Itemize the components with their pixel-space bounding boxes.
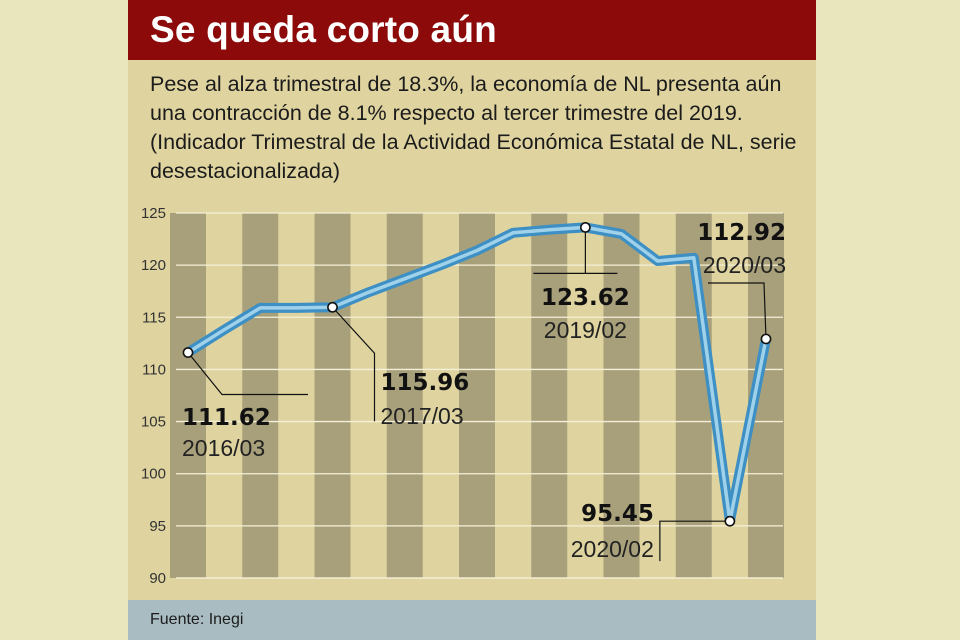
y-tick-95: 95 <box>149 518 166 535</box>
y-tick-100: 100 <box>141 466 166 483</box>
y-tick-125: 125 <box>141 205 166 222</box>
date-label-2020/03: 2020/03 <box>703 252 786 278</box>
value-label-2017/03: 115.96 <box>381 370 470 396</box>
value-label-2019/02: 123.62 <box>541 285 630 311</box>
y-tick-115: 115 <box>142 309 166 326</box>
series-line <box>183 222 771 527</box>
point-2020/03 <box>760 333 772 345</box>
value-label-2020/02: 95.45 <box>581 501 654 527</box>
y-axis-ticks: 90 95 100 105 110 115 120 125 <box>141 205 166 587</box>
gridlines <box>176 212 783 579</box>
date-label-2019/02: 2019/02 <box>544 317 627 343</box>
date-label-2020/02: 2020/02 <box>571 536 654 562</box>
point-2019/02 <box>579 221 591 233</box>
stripe-2017/01 <box>242 213 279 578</box>
y-tick-90: 90 <box>149 570 166 587</box>
point-2020/02 <box>724 515 736 527</box>
stripe-2016/03 <box>170 213 206 578</box>
point-2016/03 <box>182 347 194 358</box>
data-labels: 111.62 2016/03 115.96 2017/03 123.62 2019/02 9… <box>182 220 786 562</box>
chart-title: Se queda corto aún <box>150 9 497 50</box>
y-tick-105: 105 <box>141 414 166 431</box>
stripe-2017/03 <box>314 213 351 578</box>
leader-2020/03 <box>708 282 767 339</box>
y-tick-120: 120 <box>141 257 166 274</box>
stripe-2018/03 <box>459 213 495 578</box>
date-label-2017/03: 2017/03 <box>381 403 464 429</box>
title-bar: Se queda corto aún <box>128 0 816 60</box>
leader-2017/03 <box>332 306 376 422</box>
line-chart: 90 95 100 105 110 115 120 125 111.62 2016/03 115.… <box>141 205 786 587</box>
y-tick-110: 110 <box>142 361 166 378</box>
leader-2020/02 <box>659 520 730 562</box>
series-line-inner <box>186 225 768 523</box>
value-label-2016/03: 111.62 <box>182 405 271 431</box>
leader-lines <box>187 227 767 562</box>
source-footer: Fuente: Inegi <box>128 600 816 640</box>
point-2017/03 <box>327 301 338 313</box>
leader-2016/03 <box>187 352 308 396</box>
stripe-2019/01 <box>531 213 568 578</box>
data-points <box>182 221 772 527</box>
chart-subtitle: Pese al alza trimestral de 18.3%, la eco… <box>150 72 797 183</box>
date-label-2016/03: 2016/03 <box>182 435 265 461</box>
value-label-2020/03: 112.92 <box>697 220 786 246</box>
source-note: Fuente: Inegi <box>150 611 244 628</box>
